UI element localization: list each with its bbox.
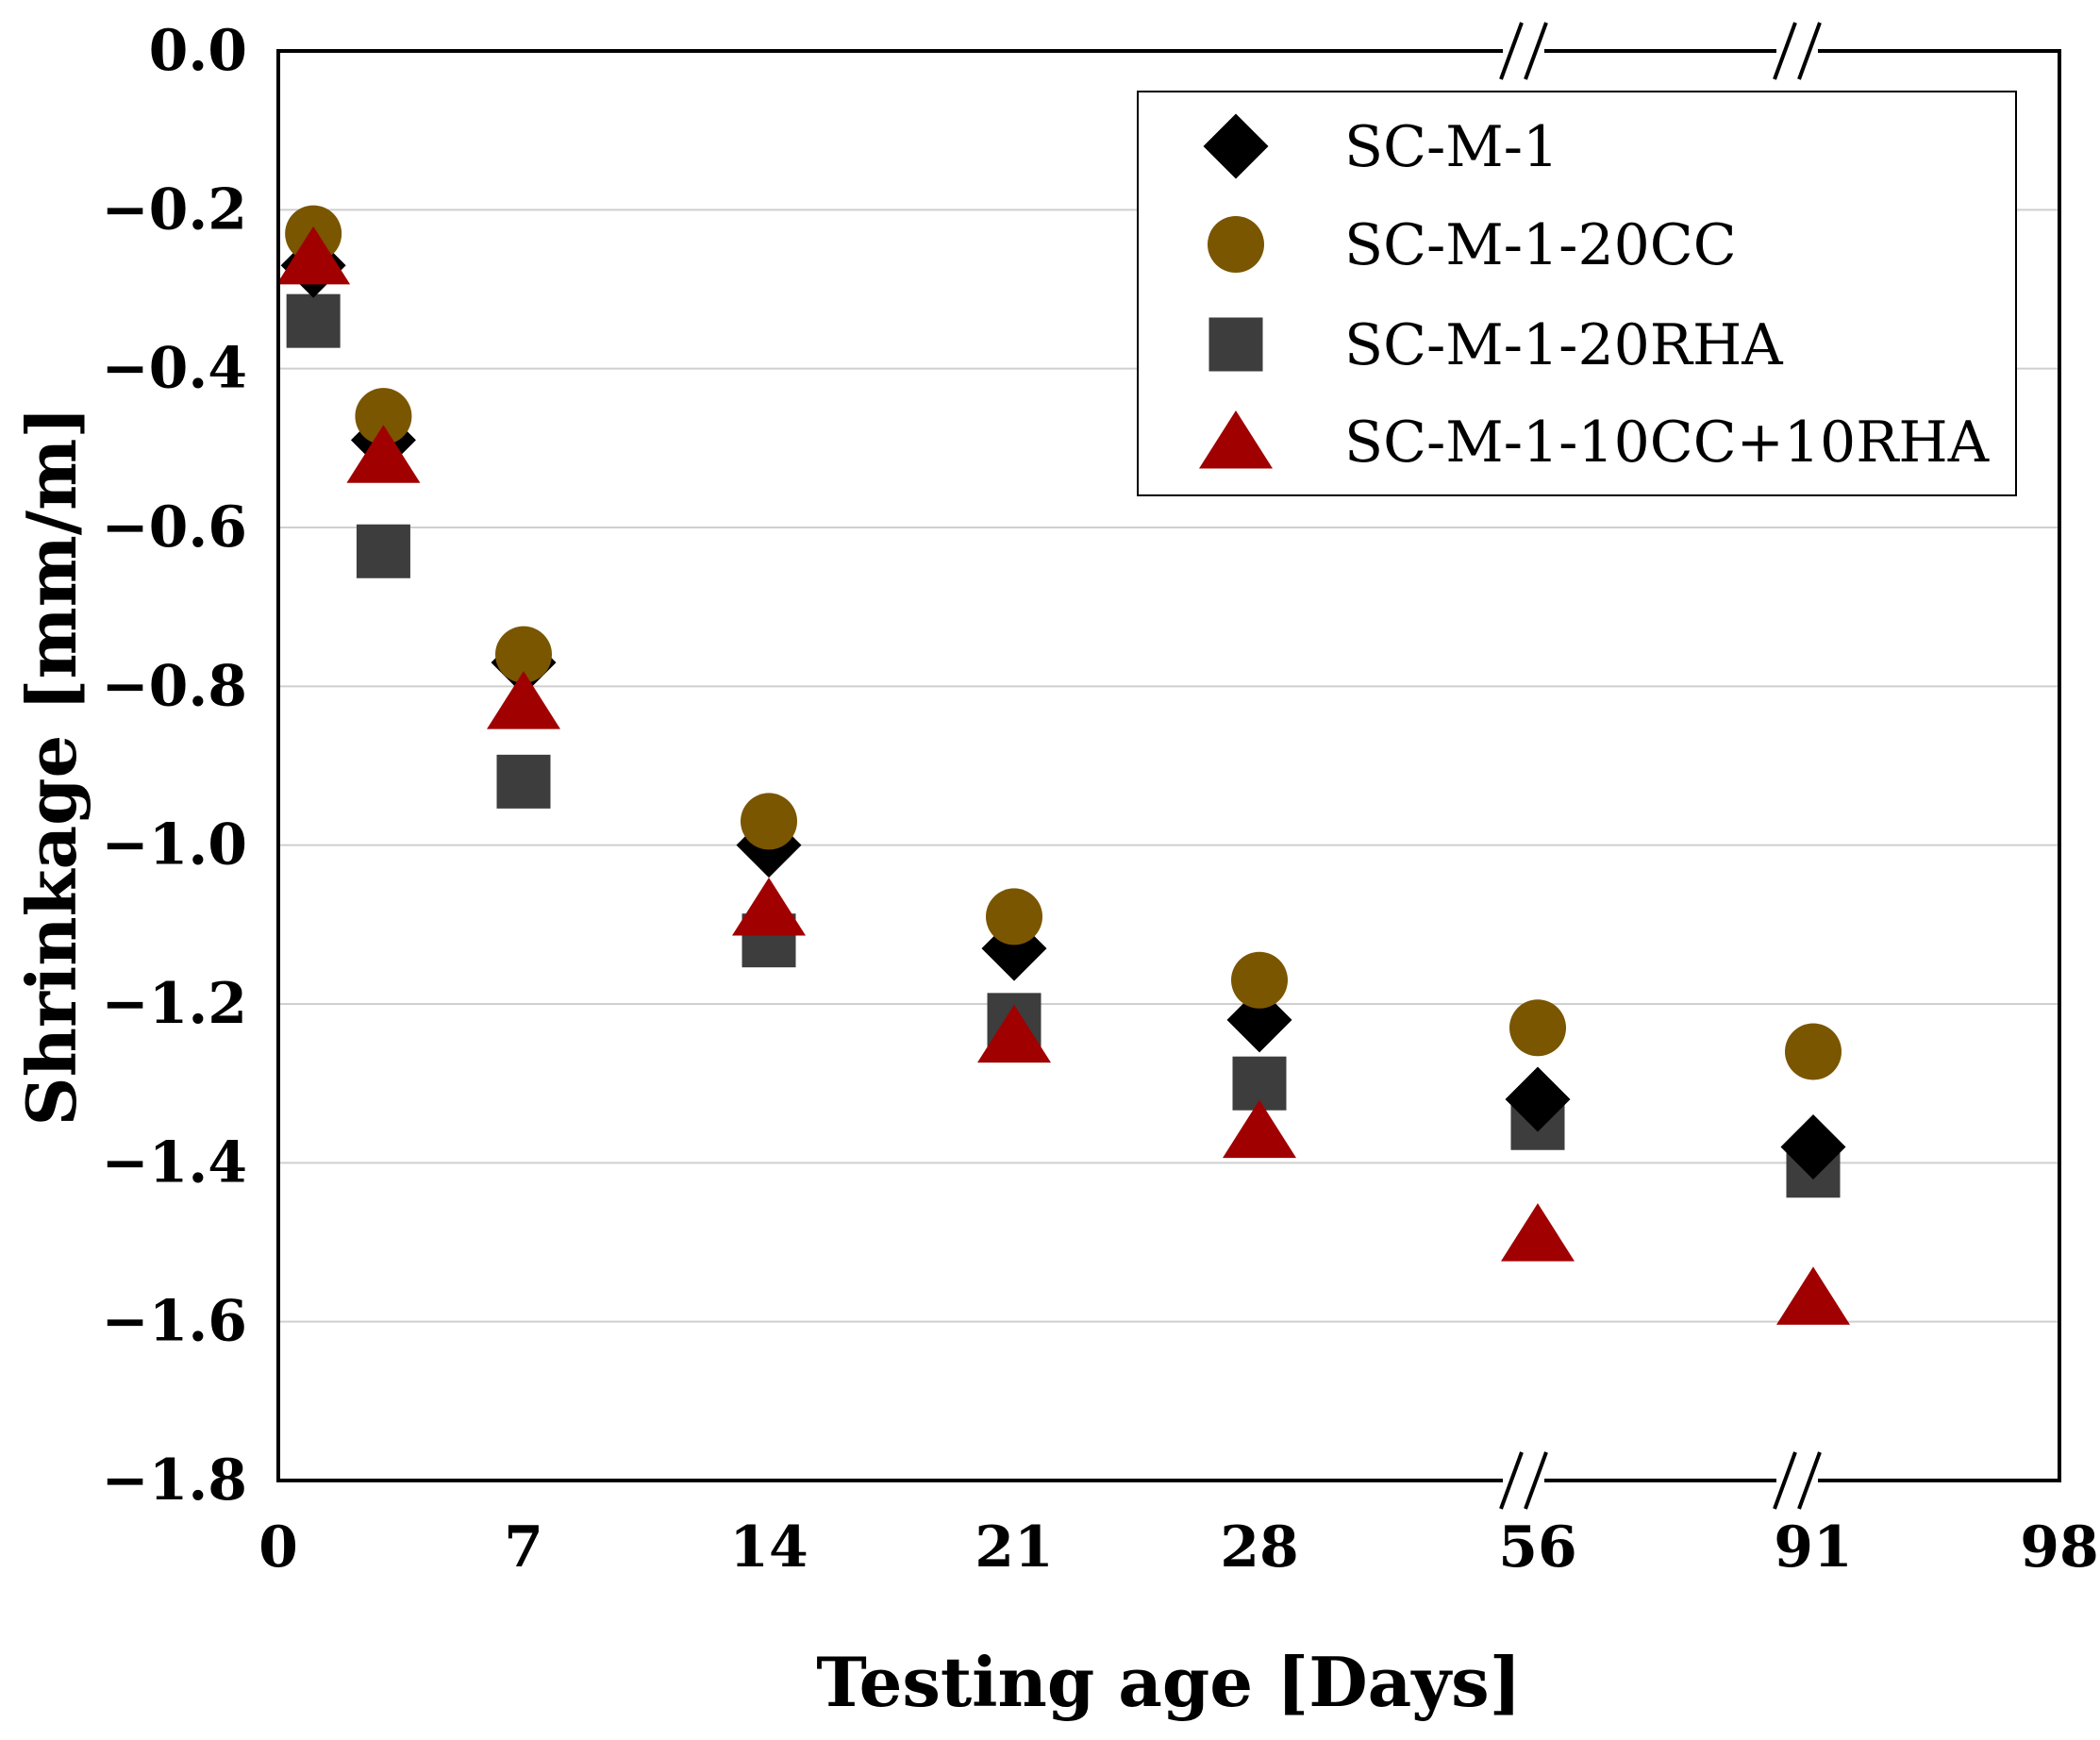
y-tick-label: −0.2 [101,176,247,243]
data-point-circle [1231,951,1288,1009]
axis-break-slash [1499,22,1524,80]
x-tick-label: 14 [729,1514,808,1581]
data-point-triangle [732,878,806,936]
legend-marker-diamond [1203,113,1269,179]
legend: SC-M-1 SC-M-1-20CC SC-M-1-20RHA SC-M-1-10CC… [1137,91,2017,496]
legend-marker-square [1208,317,1263,372]
x-tick-label: 28 [1220,1514,1299,1581]
data-point-circle [1785,1023,1842,1080]
data-point-circle [1509,999,1566,1057]
y-tick-label: −0.8 [101,653,247,719]
data-point-triangle [276,226,351,285]
data-point-triangle [1501,1203,1575,1262]
legend-marker-triangle [1199,410,1273,469]
data-point-square [356,524,410,578]
x-tick-label: 91 [1774,1514,1853,1581]
y-tick-label: −0.4 [101,336,247,402]
legend-marker-circle [1208,216,1264,273]
axis-break-slash [1797,1451,1822,1510]
legend-label: SC-M-1 [1344,114,1558,180]
data-point-triangle [1776,1266,1850,1325]
axis-break-slash [1524,1451,1548,1510]
data-point-triangle [1223,1099,1296,1159]
y-tick-label: −1.6 [101,1289,247,1355]
data-point-square [286,293,341,348]
axis-ticks: 0.0 −0.2 −0.4 −0.6 −0.8 −1.0 −1.2 −1.4 −1.6 −1.80… [101,18,2098,1581]
axis-break-slash [1773,22,1797,80]
axis-break-slash [1773,1451,1797,1510]
axis-break-slash [1499,1451,1524,1510]
data-point-circle [355,388,412,445]
data-point-diamond [1780,1114,1846,1180]
data-point-diamond [1226,987,1292,1053]
y-tick-label: −1.8 [101,1447,247,1514]
data-point-triangle [977,1004,1051,1063]
data-point-diamond [1505,1066,1571,1132]
data-markers [276,205,1850,1325]
data-point-circle [986,888,1042,945]
y-tick-label: 0.0 [149,18,247,84]
legend-label: SC-M-1-20CC [1344,212,1737,278]
axis-break-marks [1499,22,1822,1510]
y-tick-label: −1.0 [101,812,247,878]
legend-label: SC-M-1-20RHA [1344,312,1783,378]
axis-break-slash [1797,22,1822,80]
x-tick-label: 56 [1498,1514,1577,1581]
y-tick-label: −0.6 [101,494,247,560]
x-axis-title: Testing age [Days] [816,1642,1522,1722]
x-tick-label: 7 [504,1514,543,1581]
axis-break-slash [1524,22,1548,80]
legend-box [1137,91,2017,496]
data-point-square [496,754,551,809]
y-tick-label: −1.4 [101,1129,247,1196]
y-tick-label: −1.2 [101,971,247,1037]
x-tick-label: 0 [258,1514,298,1581]
data-point-triangle [487,671,560,729]
x-tick-label: 21 [975,1514,1054,1581]
legend-label: SC-M-1-10CC+10RHA [1344,410,1990,476]
y-axis-title: Shrinkage [mm/m] [11,407,92,1127]
data-point-circle [495,626,552,683]
plot-frame [276,49,2061,1482]
data-point-circle [741,793,797,850]
data-point-triangle [346,425,421,483]
x-tick-label: 98 [2020,1514,2099,1581]
